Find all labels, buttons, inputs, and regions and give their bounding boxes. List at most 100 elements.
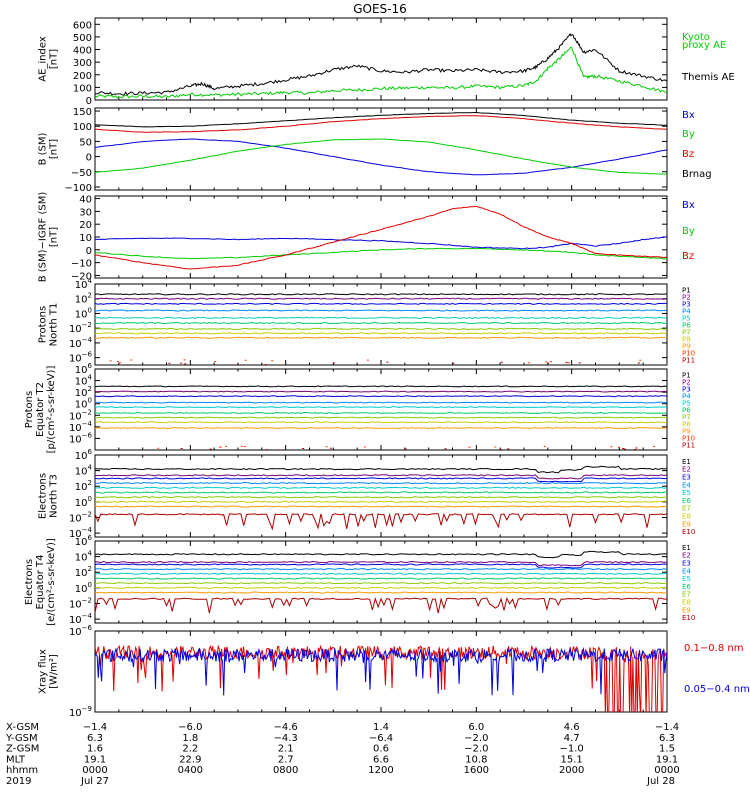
y-tick-label: 106 [75,448,93,462]
y-tick-label: 10−9 [69,705,92,719]
y-axis-label: [p/(cm²-s-sr-keV)] [46,366,57,454]
legend-p8: P8 [682,421,691,429]
panel-b_sm: −100 −50 0 50 100 150 B (SM) [nT] Bx By Bz Brnag [38,107,712,194]
series-line-e8 [95,586,667,589]
y-axis-label: North T1 [49,303,60,347]
y-tick-label: 100 [75,306,92,320]
legend-p2: P2 [682,294,691,302]
series-line-e8 [95,500,667,503]
series-line-p6 [95,321,667,325]
row-value: 1.8 [182,733,198,744]
series-line-brnag [95,111,667,128]
row-value: 0000 [82,765,107,776]
series-line-p8 [95,421,667,424]
legend-e9: E9 [682,520,691,528]
legend-e10: E10 [682,528,695,536]
legend-p11: P11 [682,357,695,365]
series-line-p6 [95,411,667,414]
legend-brnag: Brnag [682,169,712,180]
row-value: Jul 27 [80,776,109,787]
row-value: −6.4 [369,733,393,744]
y-axis-label: B (SM) [38,132,49,165]
legend-p5: P5 [682,315,691,323]
series-line-e5 [95,572,667,575]
y-tick-label: −50 [71,168,92,179]
y-tick-label: 100 [73,83,92,94]
legend-kyoto-proxy-ae: Kyoto [682,32,710,43]
legend-p3: P3 [682,301,691,309]
legend-e8: E8 [682,513,691,521]
series-line-p8 [95,332,667,335]
y-tick-label: 0 [86,246,92,257]
y-tick-label: 104 [75,550,93,564]
y-axis-label: Protons [24,391,35,428]
bottom-axis-table: X-GSM −1.4 −6.0 −4.6 1.4 6.0 4.6 −1.4Y-GSM 6.3 1.… [5,722,680,787]
row-label-hhmm: hhmm [6,765,38,776]
legend-e2: E2 [682,552,691,560]
row-value: 1.5 [659,744,675,755]
series-line-e3 [95,477,667,483]
legend-e4: E4 [682,481,691,489]
row-value: −2.0 [464,733,488,744]
legend-p8: P8 [682,336,691,344]
row-value: 6.0 [468,722,484,733]
y-axis-label: Equator T2 [35,382,46,437]
row-value: −1.4 [655,722,679,733]
y-tick-label: −100 [65,183,92,194]
series-line-bz [95,115,667,133]
row-value: 19.1 [656,754,678,765]
legend-p1: P1 [682,372,691,380]
y-tick-label: 10−4 [69,336,93,350]
legend-p5: P5 [682,400,691,408]
series-line-p2 [95,390,667,393]
y-tick-label: 0 [86,153,92,164]
series-line-e7 [95,582,667,585]
series-line-p4 [95,309,667,312]
panel-data [95,293,667,365]
series-line-p7 [95,416,667,419]
row-value: 6.3 [659,733,675,744]
row-value: 1.6 [87,744,103,755]
y-tick-label: 100 [75,495,92,509]
panel-frame [94,540,668,624]
series-line-themis-ae [95,32,667,96]
series-line-p1 [95,385,667,388]
series-line-p3 [95,302,667,305]
y-axis-label: [nT] [49,139,60,159]
legend-e4: E4 [682,567,691,575]
y-axis-label: Electrons [38,473,49,519]
y-axis-label: [e/(cm²-s-sr-keV)] [46,538,57,626]
series-line-e10 [95,512,667,531]
y-tick-label: 100 [75,581,92,595]
legend-p9: P9 [682,343,691,351]
row-label-x-gsm: X-GSM [6,722,39,733]
y-axis-label: [nT] [49,49,60,69]
plot-title: GOES-16 [353,2,407,16]
series-line-e6 [95,577,667,580]
row-value: −4.3 [274,733,298,744]
series-line-bz [95,205,667,270]
y-tick-label: 10−2 [69,510,92,524]
legend-e6: E6 [682,583,691,591]
y-tick-label: 40 [79,195,92,206]
row-value: 22.9 [179,754,201,765]
series-line-p10 [157,445,656,449]
panel-frame [94,454,668,538]
series-line-e4 [95,567,667,571]
series-line-p5 [95,406,667,409]
panel-data [95,550,667,614]
row-value: 6.6 [373,754,389,765]
series-line-p3 [95,395,667,398]
series-line-e3 [95,563,667,569]
y-tick-label: 102 [75,479,92,493]
y-axis-label: Protons [38,306,49,343]
legend-p6: P6 [682,322,691,330]
panel-frame [94,195,668,279]
y-axis-label: Electrons [24,559,35,605]
legend-e7: E7 [682,505,691,513]
legend-e9: E9 [682,606,691,614]
legend-p9: P9 [682,428,691,436]
